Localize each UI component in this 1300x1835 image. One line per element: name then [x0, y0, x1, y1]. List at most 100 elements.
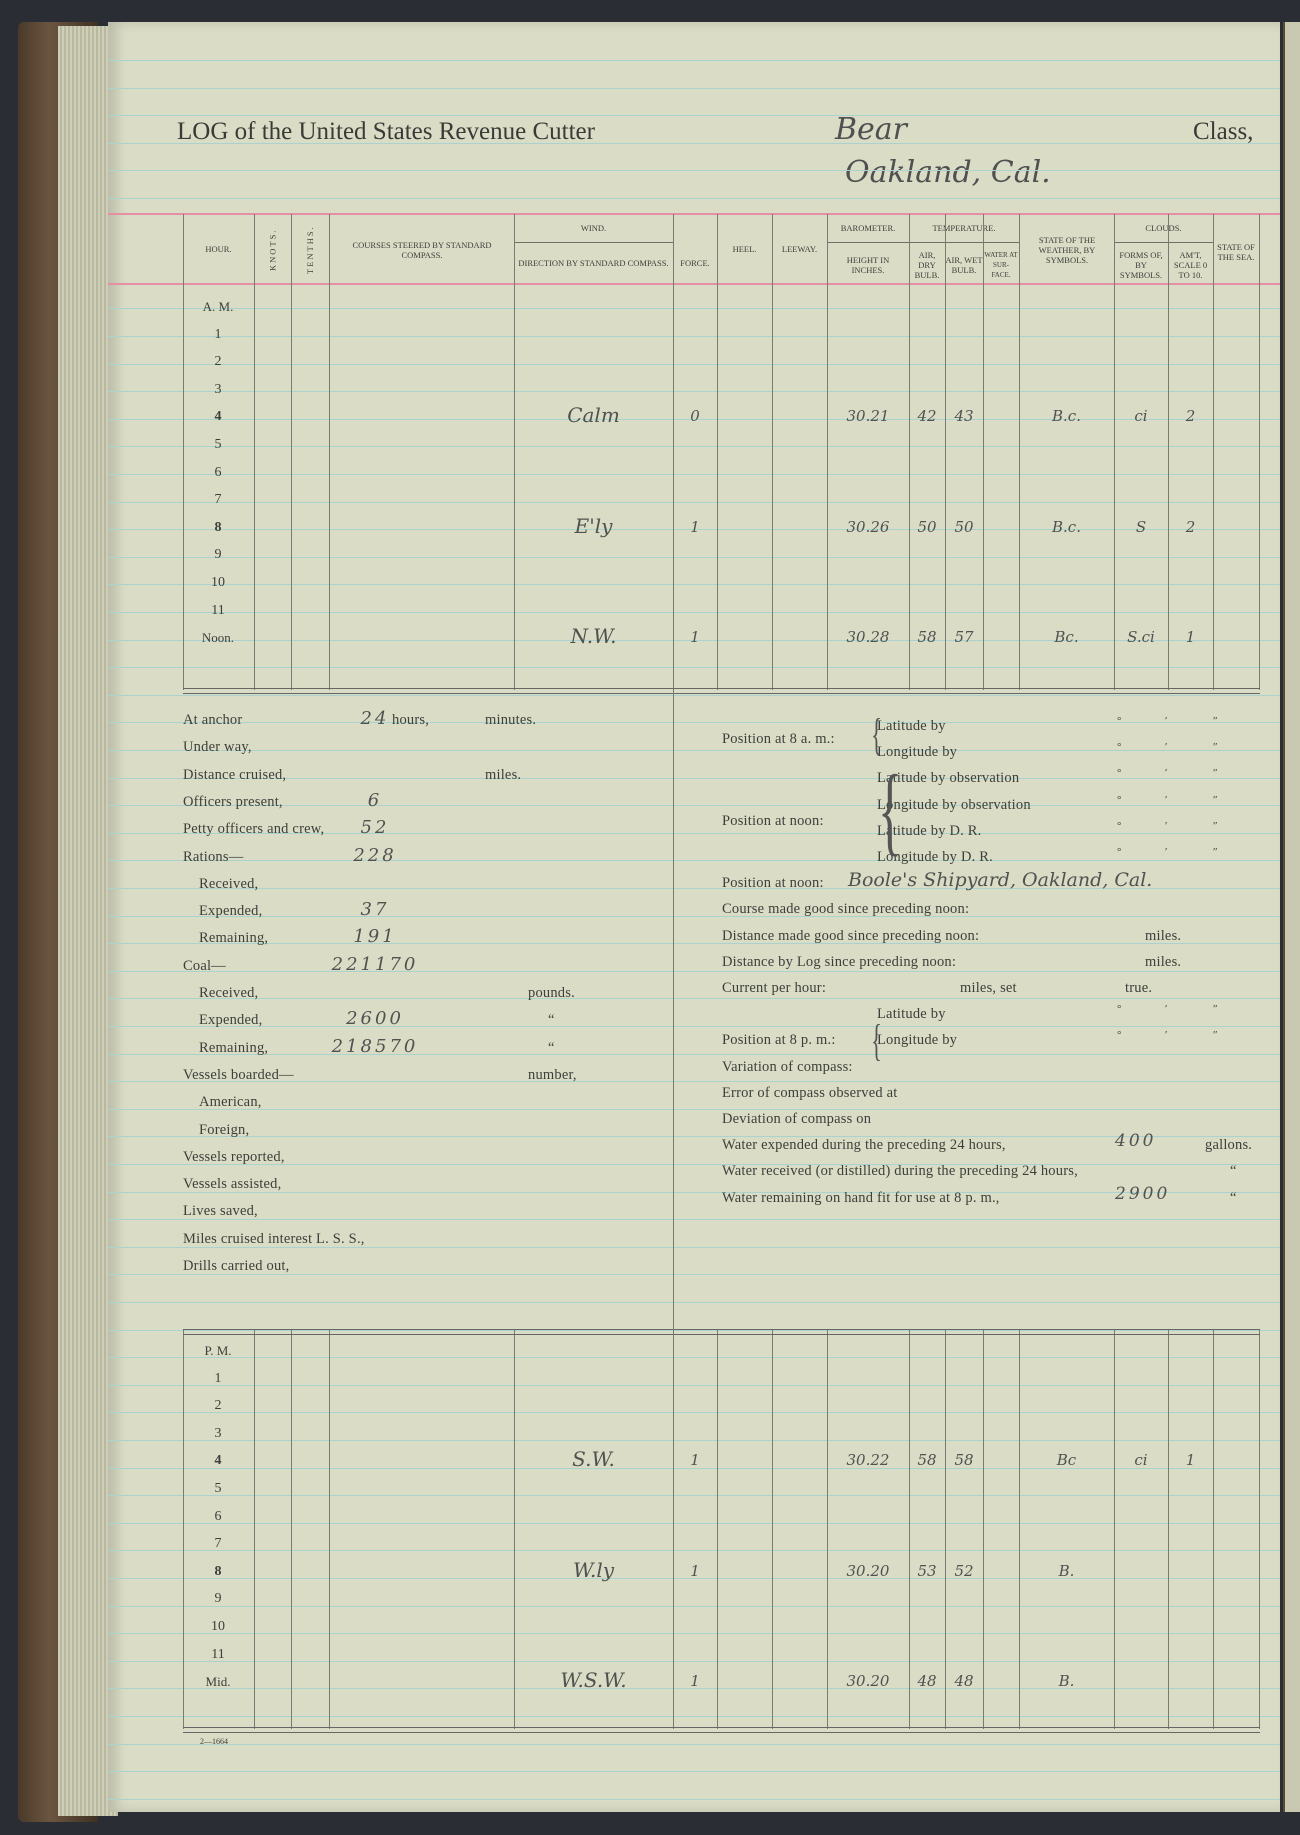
column-divider: [1019, 1329, 1020, 1729]
ruled-line: [108, 722, 1280, 723]
summary-label: Vessels assisted,: [183, 1176, 282, 1193]
hour-label: 4: [214, 409, 222, 425]
ruled-line: [108, 860, 1280, 861]
barometer-value: 30.21: [846, 407, 890, 426]
column-divider: [909, 1329, 910, 1729]
table-bottom-rule: [183, 688, 1260, 694]
wind-force-value: 1: [690, 1561, 700, 1580]
ruled-line: [108, 695, 1280, 696]
cloud-forms-value: S.ci: [1127, 628, 1155, 647]
ruled-line: [108, 1550, 1280, 1551]
position-line-label: Latitude by observation: [877, 770, 1020, 787]
column-header-wind-force: FORCE.: [680, 258, 710, 268]
hour-label: A. M.: [202, 299, 234, 314]
air-wet-value: 48: [954, 1672, 974, 1691]
hour-label: 8: [214, 1563, 222, 1579]
column-divider: [827, 214, 828, 690]
ruled-line: [108, 971, 1280, 972]
hour-label: 3: [214, 1425, 222, 1441]
ruled-line: [108, 1109, 1280, 1110]
ruled-line: [108, 888, 1280, 889]
column-header-wind-direction: DIRECTION BY STANDARD COMPASS.: [518, 258, 669, 268]
hour-label: 10: [211, 1619, 225, 1634]
ruled-line: [108, 1357, 1280, 1358]
header-subdivider: [1114, 242, 1213, 243]
ruled-line: [108, 170, 1280, 171]
ruled-line: [108, 943, 1280, 944]
air-dry-value: 50: [917, 517, 937, 536]
ruled-line: [108, 1412, 1280, 1413]
hour-label: 6: [214, 1508, 222, 1524]
table-bottom-rule: [183, 1727, 1260, 1733]
hour-label: 2: [214, 354, 222, 370]
wind-direction-value: E'ly: [574, 513, 613, 538]
column-header-cloud-amount: AM'T, SCALE 0 TO 10.: [1173, 250, 1208, 280]
hour-label: P. M.: [204, 1343, 232, 1358]
summary-unit: minutes.: [485, 712, 537, 728]
summary-label: Rations—: [183, 848, 244, 865]
ruled-line: [108, 1468, 1280, 1469]
column-divider: [717, 1329, 718, 1729]
summary-line-label: Distance by Log since preceding noon:: [722, 953, 957, 970]
column-divider: [254, 214, 255, 690]
column-header-cloud-forms: FORMS OF, BY SYMBOLS.: [1119, 250, 1163, 280]
position-line-label: Longitude by: [877, 744, 958, 761]
column-divider: [1114, 214, 1115, 690]
column-header-wind: WIND.: [580, 223, 607, 233]
barometer-value: 30.26: [846, 517, 890, 536]
column-divider: [183, 1329, 184, 1729]
air-dry-value: 58: [917, 628, 937, 647]
summary-line-unit: “: [1230, 1163, 1237, 1180]
column-divider: [329, 1329, 330, 1729]
column-header-sea: STATE OF THE SEA.: [1217, 242, 1255, 262]
column-header-weather: STATE OF THE WEATHER, BY SYMBOLS.: [1038, 235, 1096, 265]
summary-label: Distance cruised,: [183, 766, 287, 783]
weather-value: B.c.: [1052, 407, 1081, 426]
summary-line-unit: miles.: [1145, 927, 1182, 944]
summary-value: 2600: [346, 1008, 404, 1030]
summary-value: 37: [360, 899, 390, 921]
ruled-line: [108, 1136, 1280, 1137]
summary-line-unit: gallons.: [1205, 1137, 1253, 1154]
summary-line-unit: “: [1230, 1189, 1237, 1206]
ruled-line: [108, 143, 1280, 144]
air-dry-value: 58: [917, 1451, 937, 1470]
weather-value: Bc: [1056, 1451, 1077, 1470]
cloud-forms-value: S: [1135, 517, 1147, 536]
vessel-name: Bear: [835, 112, 908, 147]
ruled-line: [108, 88, 1280, 89]
column-divider: [772, 1329, 773, 1729]
wind-direction-value: S.W.: [572, 1447, 615, 1472]
ruled-line: [108, 529, 1280, 530]
ruled-line: [108, 805, 1280, 806]
ruled-line: [108, 60, 1280, 61]
summary-label: Expended,: [199, 903, 263, 920]
ruled-line: [108, 1606, 1280, 1607]
cloud-amount-value: 1: [1185, 1451, 1196, 1470]
column-divider: [1213, 214, 1214, 690]
ruled-line: [108, 612, 1280, 613]
ruled-line: [108, 1744, 1280, 1745]
cloud-forms-value: ci: [1134, 407, 1148, 426]
column-divider: [1259, 214, 1260, 690]
class-label: Class,: [1193, 118, 1254, 145]
summary-line-value: 2900: [1115, 1183, 1171, 1204]
position-noon-label: Position at noon:: [722, 813, 824, 829]
hour-label: 9: [214, 547, 222, 563]
column-header-barometer-height: HEIGHT IN INCHES.: [846, 255, 890, 275]
coordinate-mark: ″: [1213, 767, 1218, 780]
barometer-value: 30.20: [846, 1672, 890, 1691]
air-wet-value: 50: [954, 517, 974, 536]
summary-value: 218570: [331, 1035, 419, 1057]
hour-label: 10: [211, 575, 225, 590]
barometer-value: 30.22: [846, 1451, 890, 1470]
log-page: [108, 22, 1280, 1812]
coordinate-mark: °: [1117, 1029, 1122, 1042]
hour-label: 7: [214, 492, 222, 508]
wind-force-value: 1: [690, 517, 700, 536]
column-divider: [183, 214, 184, 690]
coordinate-mark: ″: [1213, 793, 1218, 806]
ruled-line: [108, 1164, 1280, 1165]
ruled-line: [108, 419, 1280, 420]
header-subdivider: [827, 242, 1019, 243]
